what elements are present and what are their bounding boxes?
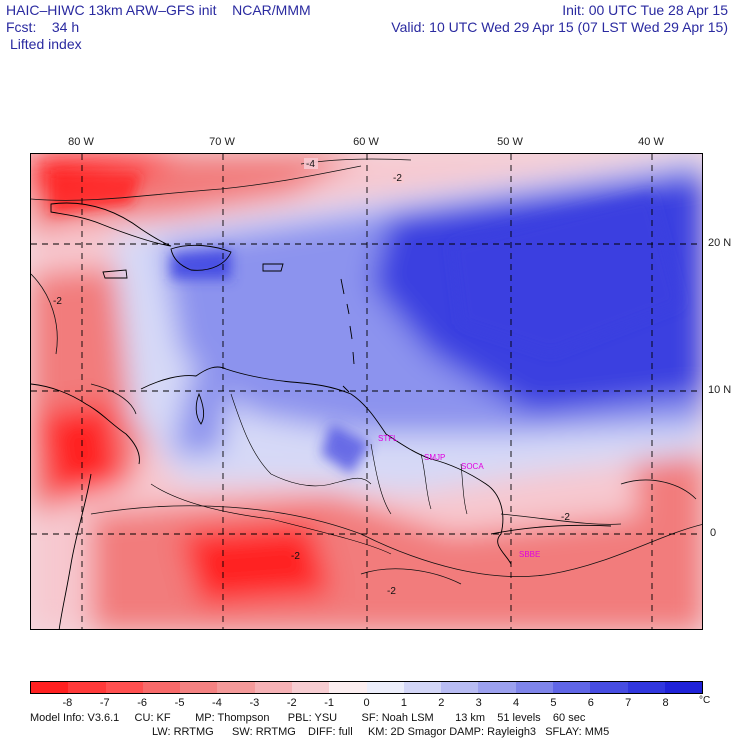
- longitude-label: 80 W: [68, 136, 94, 148]
- contour-label: -2: [291, 551, 300, 562]
- colorbar-swatch: [217, 682, 255, 693]
- colorbar-swatch: [254, 682, 292, 693]
- model-info-line-2: LW: RRTMG SW: RRTMG DIFF: full KM: 2D Sm…: [152, 726, 610, 738]
- contour-label: -2: [393, 173, 402, 184]
- colorbar-swatch: [478, 682, 516, 693]
- forecast-hour: Fcst: 34 h: [6, 19, 80, 35]
- colorbar-tick-label: 3: [475, 697, 482, 709]
- colorbar-swatch: [515, 682, 553, 693]
- colorbar-tick-label: 7: [625, 697, 632, 709]
- contour-label: -2: [561, 512, 570, 523]
- station-label-smjp: SMJP: [424, 453, 445, 462]
- colorbar-tick-label: 2: [438, 697, 445, 709]
- contour-lines: [31, 158, 702, 585]
- colorbar-tick-label: 6: [587, 697, 594, 709]
- longitude-label: 40 W: [638, 136, 664, 148]
- colorbar-tick-label: -8: [62, 697, 73, 709]
- colorbar-tick-label: 5: [550, 697, 557, 709]
- map-svg: -4 -2 -2 -2 -2 -2 STFL SMJP SOCA SBBE: [31, 154, 702, 629]
- colorbar-swatch: [552, 682, 591, 693]
- colorbar-tick-label: -6: [137, 697, 148, 709]
- model-info-line-1: Model Info: V3.6.1 CU: KF MP: Thompson P…: [30, 712, 586, 724]
- colorbar-swatch: [590, 682, 628, 693]
- colorbar-tick-label: 8: [662, 697, 669, 709]
- colorbar-swatch: [291, 682, 330, 693]
- longitude-label: 60 W: [353, 136, 379, 148]
- colorbar-tick-label: 0: [363, 697, 370, 709]
- longitude-label: 50 W: [497, 136, 523, 148]
- latitude-label: 0: [710, 527, 717, 539]
- lat-lon-grid: [31, 154, 702, 629]
- latitude-label: 10 N: [708, 384, 732, 396]
- colorbar-swatch: [441, 682, 479, 693]
- contour-label: -2: [53, 296, 62, 307]
- borders: [150, 393, 468, 555]
- colorbar-swatch: [664, 682, 703, 693]
- colorbar: [30, 681, 703, 694]
- contour-labels: -4 -2 -2 -2 -2 -2: [53, 158, 570, 597]
- field-name: Lifted index: [10, 36, 82, 52]
- colorbar-tick-label: -1: [324, 697, 334, 709]
- contour-label: -2: [387, 586, 396, 597]
- colorbar-tick-label: -4: [212, 697, 222, 709]
- station-label-stfl: STFL: [378, 434, 398, 443]
- map-title: HAIC–HIWC 13km ARW–GFS init NCAR/MMM: [6, 2, 311, 18]
- colorbar-tick-label: 1: [400, 697, 407, 709]
- init-time: Init: 00 UTC Tue 28 Apr 15: [562, 2, 728, 18]
- colorbar-tick-label: -7: [99, 697, 110, 709]
- colorbar-swatch: [329, 682, 367, 693]
- colorbar-swatch: [180, 682, 218, 693]
- station-label-soca: SOCA: [461, 462, 484, 471]
- colorbar-tick-label: -3: [249, 697, 260, 709]
- coastlines: [31, 202, 612, 629]
- longitude-label: 70 W: [209, 136, 235, 148]
- colorbar-swatch: [105, 682, 143, 693]
- contour-label: -4: [306, 159, 315, 170]
- station-label-sbbe: SBBE: [519, 550, 540, 559]
- colorbar-swatch: [403, 682, 442, 693]
- colorbar-tick-label: 4: [512, 697, 520, 709]
- colorbar-swatch: [31, 682, 69, 693]
- station-markers: STFL SMJP SOCA SBBE: [378, 434, 540, 559]
- colorbar-swatch: [366, 682, 404, 693]
- colorbar-swatch: [68, 682, 106, 693]
- colorbar-swatch: [627, 682, 665, 693]
- valid-time: Valid: 10 UTC Wed 29 Apr 15 (07 LST Wed …: [391, 19, 728, 35]
- colorbar-tick-label: -5: [174, 697, 185, 709]
- colorbar-unit: °C: [699, 695, 711, 706]
- latitude-label: 20 N: [708, 237, 732, 249]
- colorbar-tick-label: -2: [286, 697, 297, 709]
- lifted-index-map: -4 -2 -2 -2 -2 -2 STFL SMJP SOCA SBBE: [30, 153, 703, 630]
- colorbar-swatch: [142, 682, 181, 693]
